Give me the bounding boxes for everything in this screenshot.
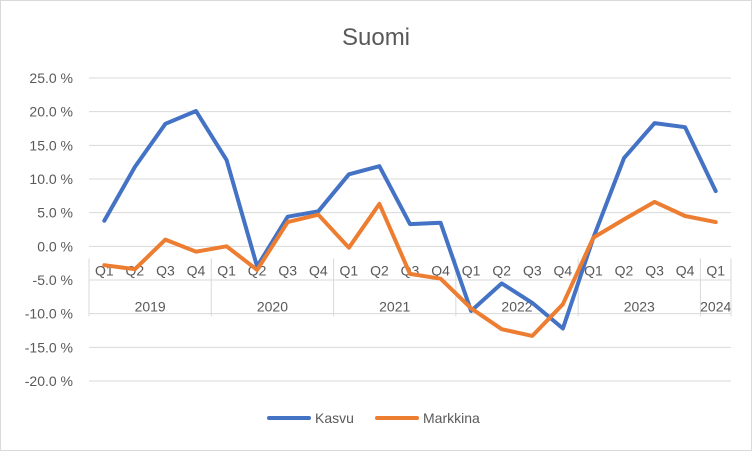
x-year-label: 2024 — [700, 298, 731, 314]
x-tick-label: Q1 — [217, 262, 236, 278]
y-tick-label: 5.0 % — [37, 205, 73, 221]
y-tick-label: -10.0 % — [25, 306, 73, 322]
chart-title: Suomi — [342, 24, 410, 51]
legend: Kasvu Markkina — [267, 410, 480, 426]
x-tick-label: Q3 — [645, 262, 664, 278]
x-tick-label: Q2 — [615, 262, 634, 278]
x-year-label: 2023 — [624, 298, 655, 314]
x-tick-label: Q4 — [431, 262, 450, 278]
x-tick-label: Q3 — [523, 262, 542, 278]
x-tick-label: Q3 — [278, 262, 297, 278]
x-year-label: 2022 — [501, 298, 532, 314]
x-year-label: 2019 — [135, 298, 166, 314]
x-tick-label: Q1 — [706, 262, 725, 278]
x-tick-label: Q2 — [492, 262, 511, 278]
series-line-markkina — [102, 199, 718, 338]
series-lines — [102, 109, 718, 338]
x-tick-label: Q4 — [554, 262, 573, 278]
x-tick-label: Q1 — [340, 262, 359, 278]
x-tick-label: Q4 — [187, 262, 206, 278]
y-tick-label: -5.0 % — [33, 272, 73, 288]
x-tick-label: Q1 — [584, 262, 603, 278]
legend-label: Kasvu — [315, 410, 354, 426]
y-tick-label: 15.0 % — [29, 137, 73, 153]
x-tick-label: Q1 — [462, 262, 481, 278]
legend-label: Markkina — [423, 410, 480, 426]
y-axis-ticks: 25.0 % 20.0 % 15.0 % 10.0 % 5.0 % 0.0 % -5.0 %… — [25, 70, 73, 389]
y-tick-label: -20.0 % — [25, 373, 73, 389]
y-tick-label: 25.0 % — [29, 70, 73, 86]
y-tick-label: -15.0 % — [25, 339, 73, 355]
x-tick-label: Q4 — [309, 262, 328, 278]
y-tick-label: 0.0 % — [37, 238, 73, 254]
y-tick-label: 20.0 % — [29, 104, 73, 120]
x-year-label: 2021 — [379, 298, 410, 314]
series-line-kasvu — [102, 109, 718, 331]
x-tick-label: Q4 — [676, 262, 695, 278]
x-tick-label: Q3 — [156, 262, 175, 278]
x-year-label: 2020 — [257, 298, 288, 314]
gridlines — [89, 77, 731, 382]
x-tick-label: Q2 — [370, 262, 389, 278]
x-axis-categories: Q1 Q2 Q3 Q4 Q1 Q2 Q3 Q4 Q1 Q2 Q3 Q4 Q1 Q2 Q3 Q4 Q1 Q2 Q3 Q4… — [88, 258, 732, 317]
y-tick-label: 10.0 % — [29, 171, 73, 187]
